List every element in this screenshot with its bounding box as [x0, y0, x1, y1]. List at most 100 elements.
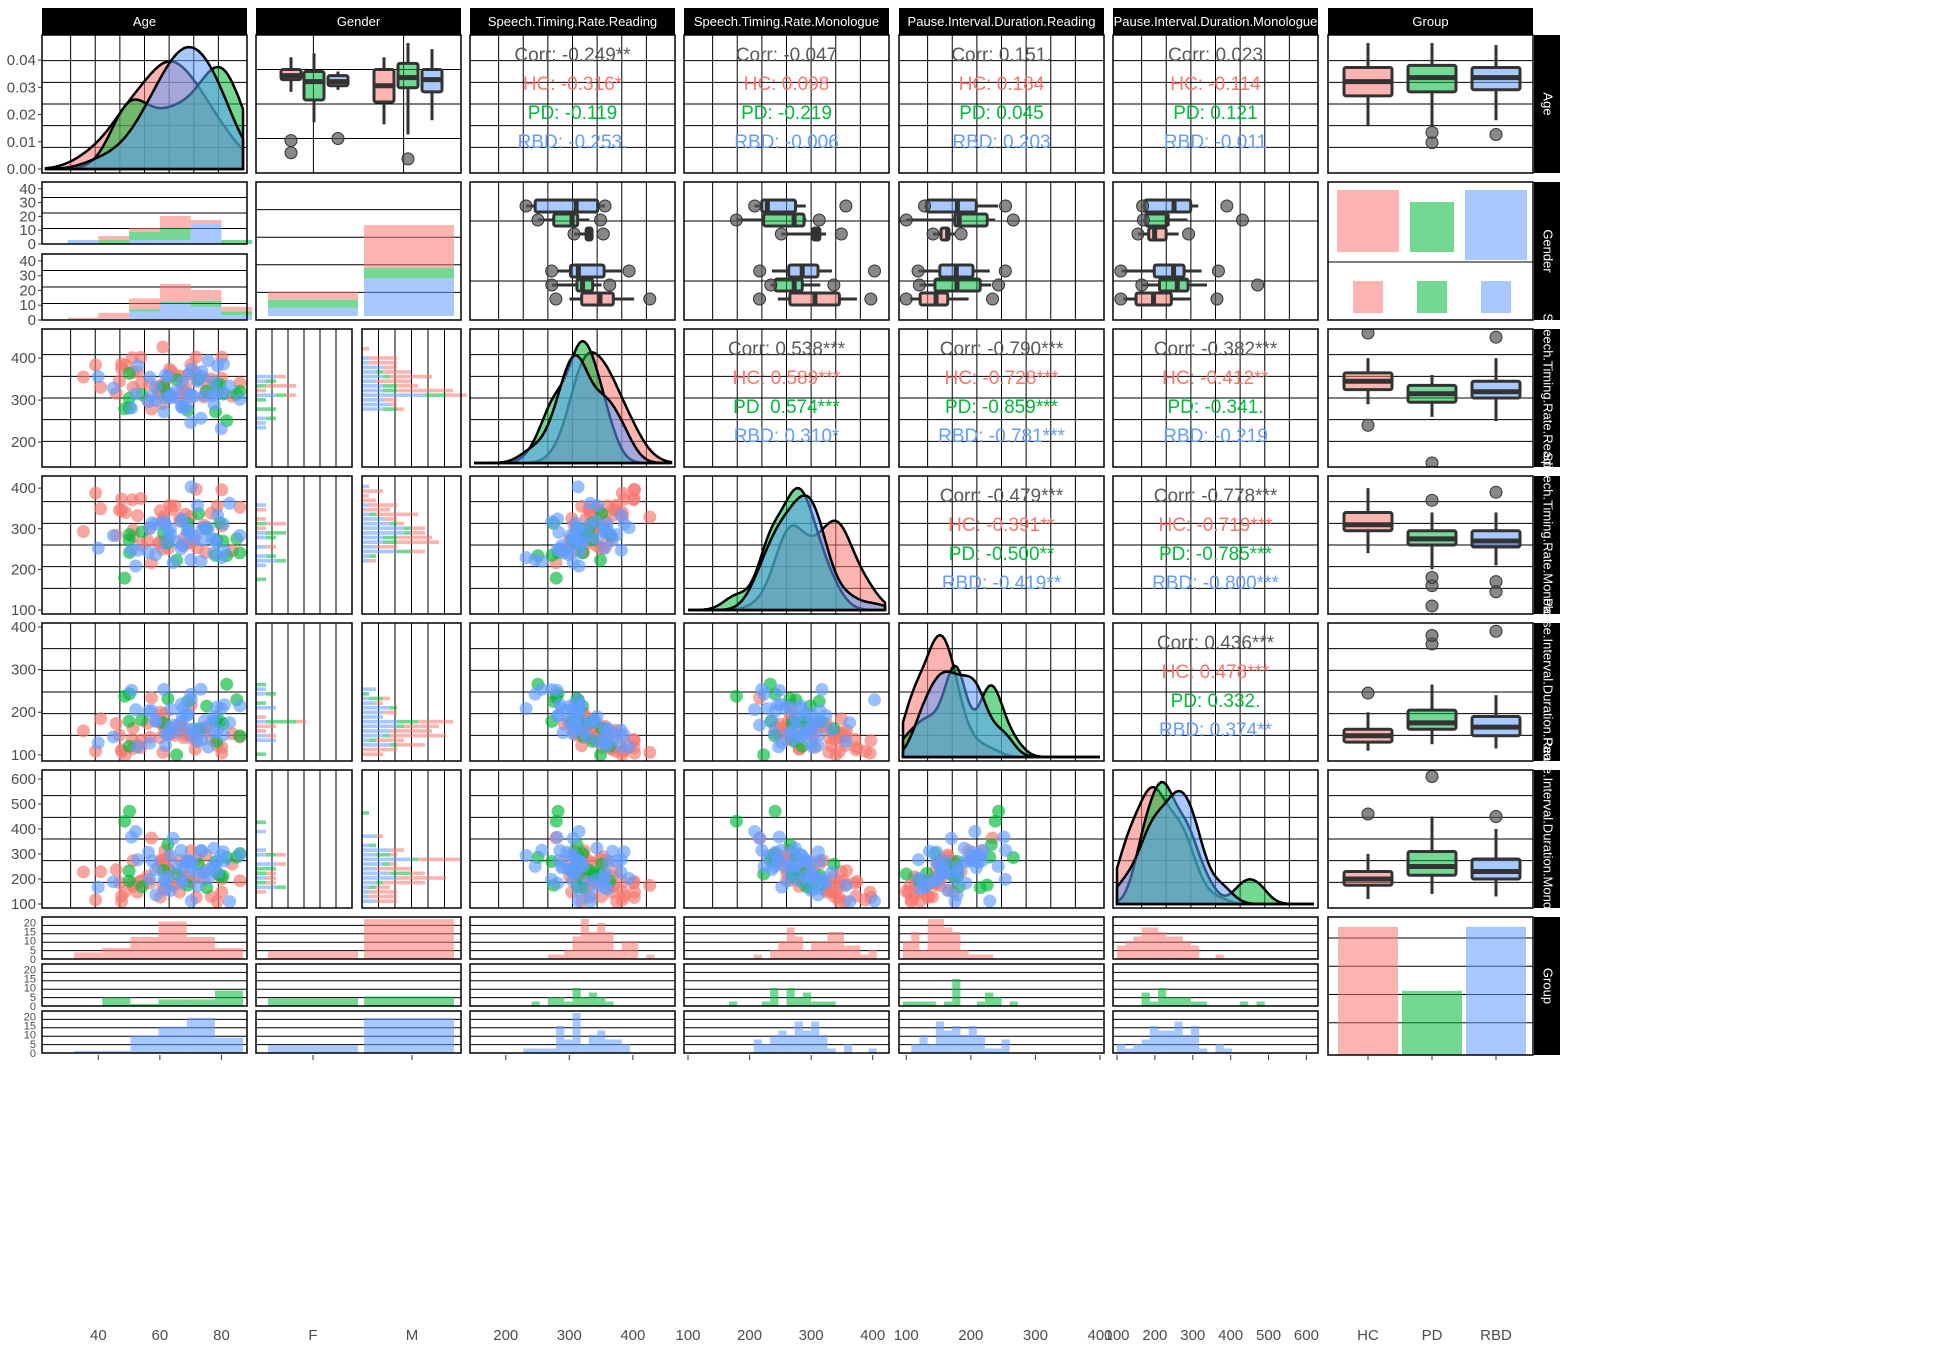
- corr-pd-label: PD: -0.219: [741, 103, 832, 124]
- group-hist-bar-rbd: [811, 1021, 820, 1053]
- scatter-point-rbd: [614, 740, 628, 754]
- gender-side-hist-bar: [362, 558, 369, 563]
- scatter-point-rbd: [223, 716, 237, 730]
- scatter-point-rbd: [755, 843, 769, 857]
- scatter-point-rbd: [184, 894, 198, 908]
- panel-border: [1112, 181, 1319, 321]
- corr-pd-label: PD: -0.119: [528, 103, 617, 124]
- panel-border: [898, 475, 1105, 615]
- group-hist-bar-rbd: [976, 1035, 986, 1053]
- gender-side-hist-bar: [256, 719, 266, 724]
- scatter-point-rbd: [911, 853, 925, 867]
- gender-side-hist-bar: [362, 811, 369, 815]
- group-hist-bar-hc: [1190, 945, 1200, 959]
- group-hist-bar-rbd: [564, 1039, 573, 1053]
- group-hist-bar-pd: [588, 992, 598, 1006]
- scatter-point-hc: [76, 724, 90, 738]
- gender-side-hist-bar: [362, 360, 369, 365]
- corr-rbd-label: RBD: 0.374**: [1159, 720, 1273, 741]
- y-tick-label: 0.04: [7, 52, 36, 69]
- outlier-point: [603, 278, 617, 292]
- gender-side-hist-bar: [256, 724, 276, 729]
- gender-boxplot-m-pd: [545, 277, 617, 293]
- scatter-point-hc: [109, 717, 123, 730]
- group-hist-bar-pd: [564, 1001, 573, 1006]
- y-tick-label: 300: [11, 392, 36, 409]
- y-tick-label: 0: [30, 1001, 36, 1013]
- group-hist-bar-pd: [761, 1001, 771, 1006]
- panel-r0-c6: [1327, 34, 1534, 174]
- outlier-point: [284, 146, 298, 160]
- gender-side-hist-bar: [411, 871, 425, 876]
- density-rbd: [474, 353, 671, 465]
- panel-r4-c4: [898, 622, 1105, 762]
- scatter-point-pd: [233, 546, 247, 560]
- gender-side-hist-bar: [256, 682, 266, 687]
- outlier-point: [519, 199, 533, 213]
- scatter-point-hc: [610, 895, 624, 908]
- gender-boxplot-m-hc: [899, 291, 1000, 307]
- panel-border: [361, 769, 462, 909]
- scatter-point-rbd: [580, 730, 594, 744]
- group-hist-bar-hc: [911, 932, 920, 959]
- scatter-point-rbd: [233, 529, 247, 542]
- panel-border: [683, 963, 890, 1007]
- corr-hc-label: HC: -0.114: [1170, 74, 1261, 95]
- group-hist-bar-pd: [811, 1001, 820, 1006]
- scatter-point-pd: [123, 804, 136, 818]
- corr-pd-label: PD: 0.332.: [1171, 691, 1261, 712]
- y-tick-label: 200: [11, 871, 36, 888]
- y-tick-label: 500: [11, 796, 36, 813]
- panel-border: [1112, 1010, 1319, 1054]
- group-hist-bar-rbd: [1117, 1044, 1126, 1053]
- gender-side-hist-bar: [411, 526, 425, 531]
- age-hist-bar: [129, 309, 160, 312]
- x-tick-label: 100: [675, 1327, 700, 1344]
- gender-side-hist-bar: [390, 705, 397, 710]
- scatter-point-rbd: [983, 894, 997, 908]
- gender-side-hist-bar: [362, 346, 369, 351]
- gender-side-hist-bar: [256, 374, 276, 379]
- gender-boxplot-f-hc: [1131, 226, 1196, 242]
- group-hist-bar-hc: [605, 932, 614, 959]
- gender-bar-m-rbd: [364, 278, 454, 316]
- scatter-point-rbd: [149, 863, 163, 877]
- corr-overall-label: Corr: 0.151.: [951, 45, 1051, 66]
- x-tick-label: 300: [1023, 1327, 1048, 1344]
- scatter-point-hc: [615, 486, 629, 500]
- gender-side-hist-bar: [362, 498, 376, 503]
- row-strip-group: Group: [1534, 917, 1560, 1055]
- scatter-point-rbd: [789, 714, 802, 728]
- gender-side-hist-bar: [369, 554, 376, 558]
- scatter-point-hc: [210, 895, 224, 908]
- gender-side-hist-bar: [376, 370, 383, 374]
- outlier-point: [1489, 585, 1503, 599]
- scatter-point-rbd: [815, 683, 829, 696]
- group-hist-bar-pd: [597, 997, 606, 1006]
- scatter-point-rbd: [191, 499, 204, 513]
- outlier-point: [1361, 329, 1375, 340]
- corr-overall-label: Corr: 0.538***: [728, 339, 846, 360]
- gender-boxplot-f-hc: [567, 226, 610, 242]
- scatter-point-hc: [125, 493, 139, 507]
- gender-side-hist-bar: [390, 729, 432, 733]
- group-boxplot-pd: [1406, 43, 1458, 150]
- x-tick-label: 400: [1218, 1327, 1243, 1344]
- scatter-point-rbd: [233, 699, 247, 713]
- panel-border: [898, 963, 1105, 1007]
- scatter-point-rbd: [205, 859, 219, 873]
- panel-r2-c3: Corr: 0.538*** HC: 0.589*** PD: 0.574*** RB…: [683, 328, 890, 468]
- scatter-point-rbd: [839, 734, 853, 748]
- gender-side-hist-bar: [362, 738, 369, 743]
- group-hist-bar-hc: [1141, 927, 1150, 959]
- group-hist-bar-hc: [778, 941, 787, 959]
- group-hist-bar-hc: [976, 954, 986, 959]
- x-tick-label: PD: [1422, 1327, 1443, 1344]
- group-hist-bar-pd: [130, 1003, 159, 1006]
- y-tick-label: 30: [19, 195, 36, 212]
- scatter-point-rbd: [590, 841, 604, 855]
- group-hist-bar-rbd: [605, 1039, 614, 1053]
- group-hist-bar-hc: [1133, 936, 1142, 959]
- gender-side-hist-bar: [383, 370, 411, 374]
- panel-r5-c4: [898, 769, 1105, 909]
